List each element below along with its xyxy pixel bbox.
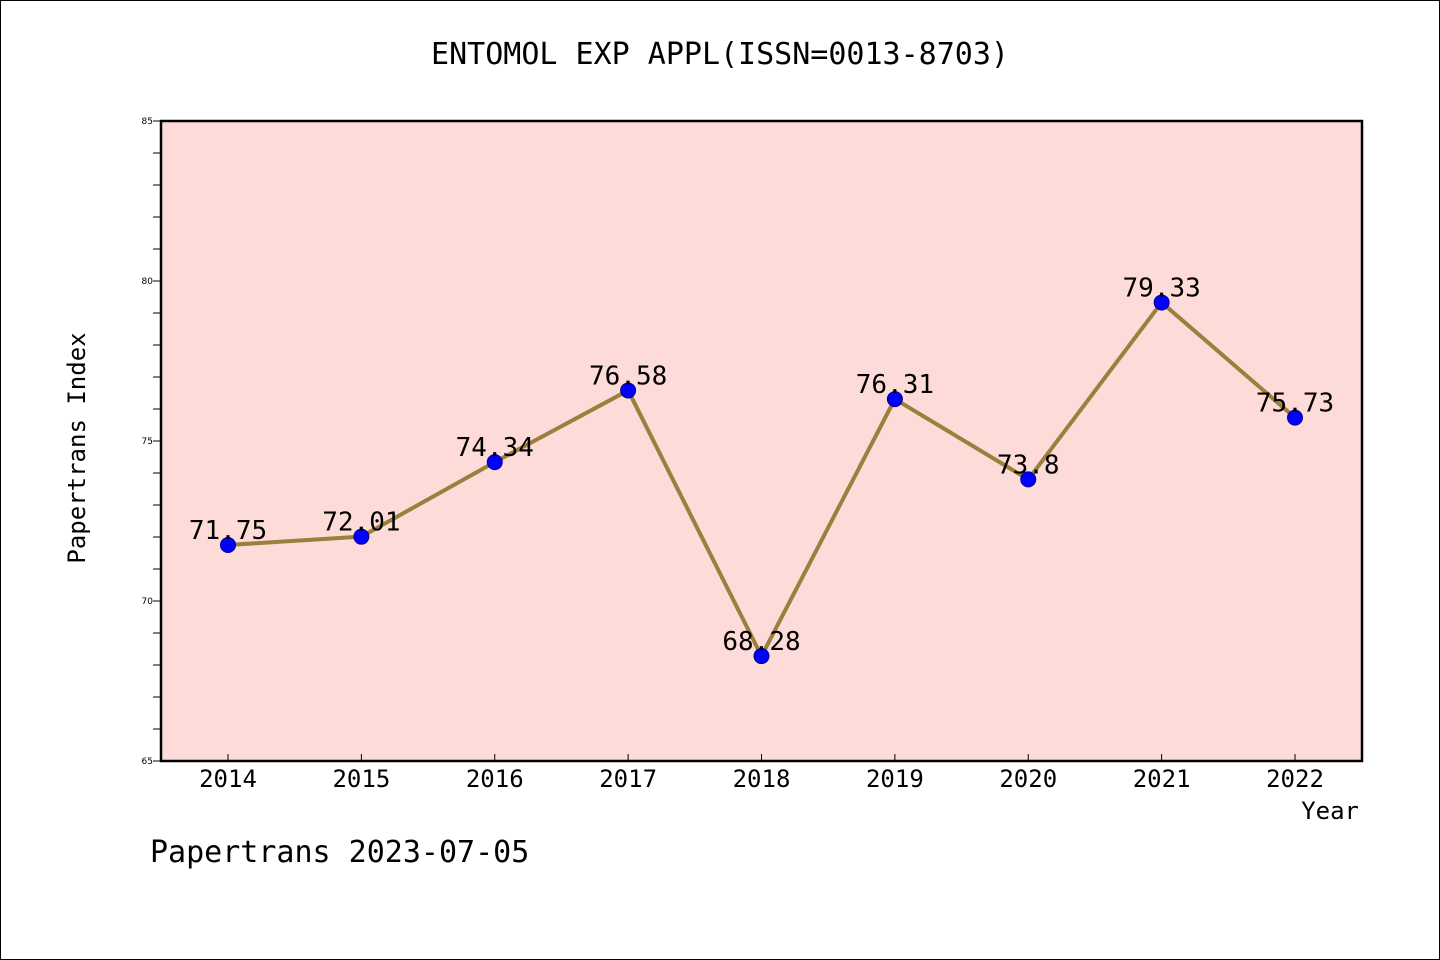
y-tick-label: 70 [142, 597, 154, 607]
data-point [886, 391, 903, 408]
y-tick-label: 85 [142, 117, 153, 127]
data-point [353, 528, 370, 545]
data-label: 72.01 [322, 508, 400, 538]
x-tick-label: 2022 [1266, 765, 1324, 793]
x-tick-label: 2020 [999, 765, 1057, 793]
plot-border [159, 119, 1364, 763]
x-tick-label: 2014 [199, 765, 257, 793]
data-label: 73.8 [997, 450, 1060, 480]
x-tick-label: 2017 [599, 765, 657, 793]
data-label: 75.73 [1256, 389, 1334, 419]
data-label: 76.58 [589, 361, 667, 391]
data-point [620, 382, 637, 399]
plot-area [161, 121, 1362, 761]
footer-stamp: Papertrans 2023-07-05 [150, 835, 530, 870]
data-label: 71.75 [189, 516, 267, 546]
data-point [1153, 294, 1170, 311]
x-tick-label: 2019 [866, 765, 924, 793]
chart-title: ENTOMOL EXP APPL(ISSN=0013-8703) [431, 37, 1009, 72]
data-point [753, 648, 770, 665]
data-label: 74.34 [456, 433, 534, 463]
y-tick-label: 65 [142, 757, 153, 767]
y-tick-label: 80 [142, 277, 154, 287]
y-tick-label: 75 [142, 437, 153, 447]
x-tick-label: 2016 [466, 765, 524, 793]
x-tick-label: 2015 [332, 765, 390, 793]
data-label: 79.33 [1122, 273, 1200, 303]
x-axis-label: Year [1301, 797, 1359, 825]
data-point [486, 454, 503, 471]
x-tick-label: 2018 [733, 765, 791, 793]
data-label: 68.28 [722, 627, 800, 657]
x-tick-label: 2021 [1133, 765, 1191, 793]
data-point [220, 537, 236, 553]
data-label: 76.31 [856, 370, 934, 400]
data-point [1020, 471, 1037, 488]
data-point [1287, 409, 1303, 426]
